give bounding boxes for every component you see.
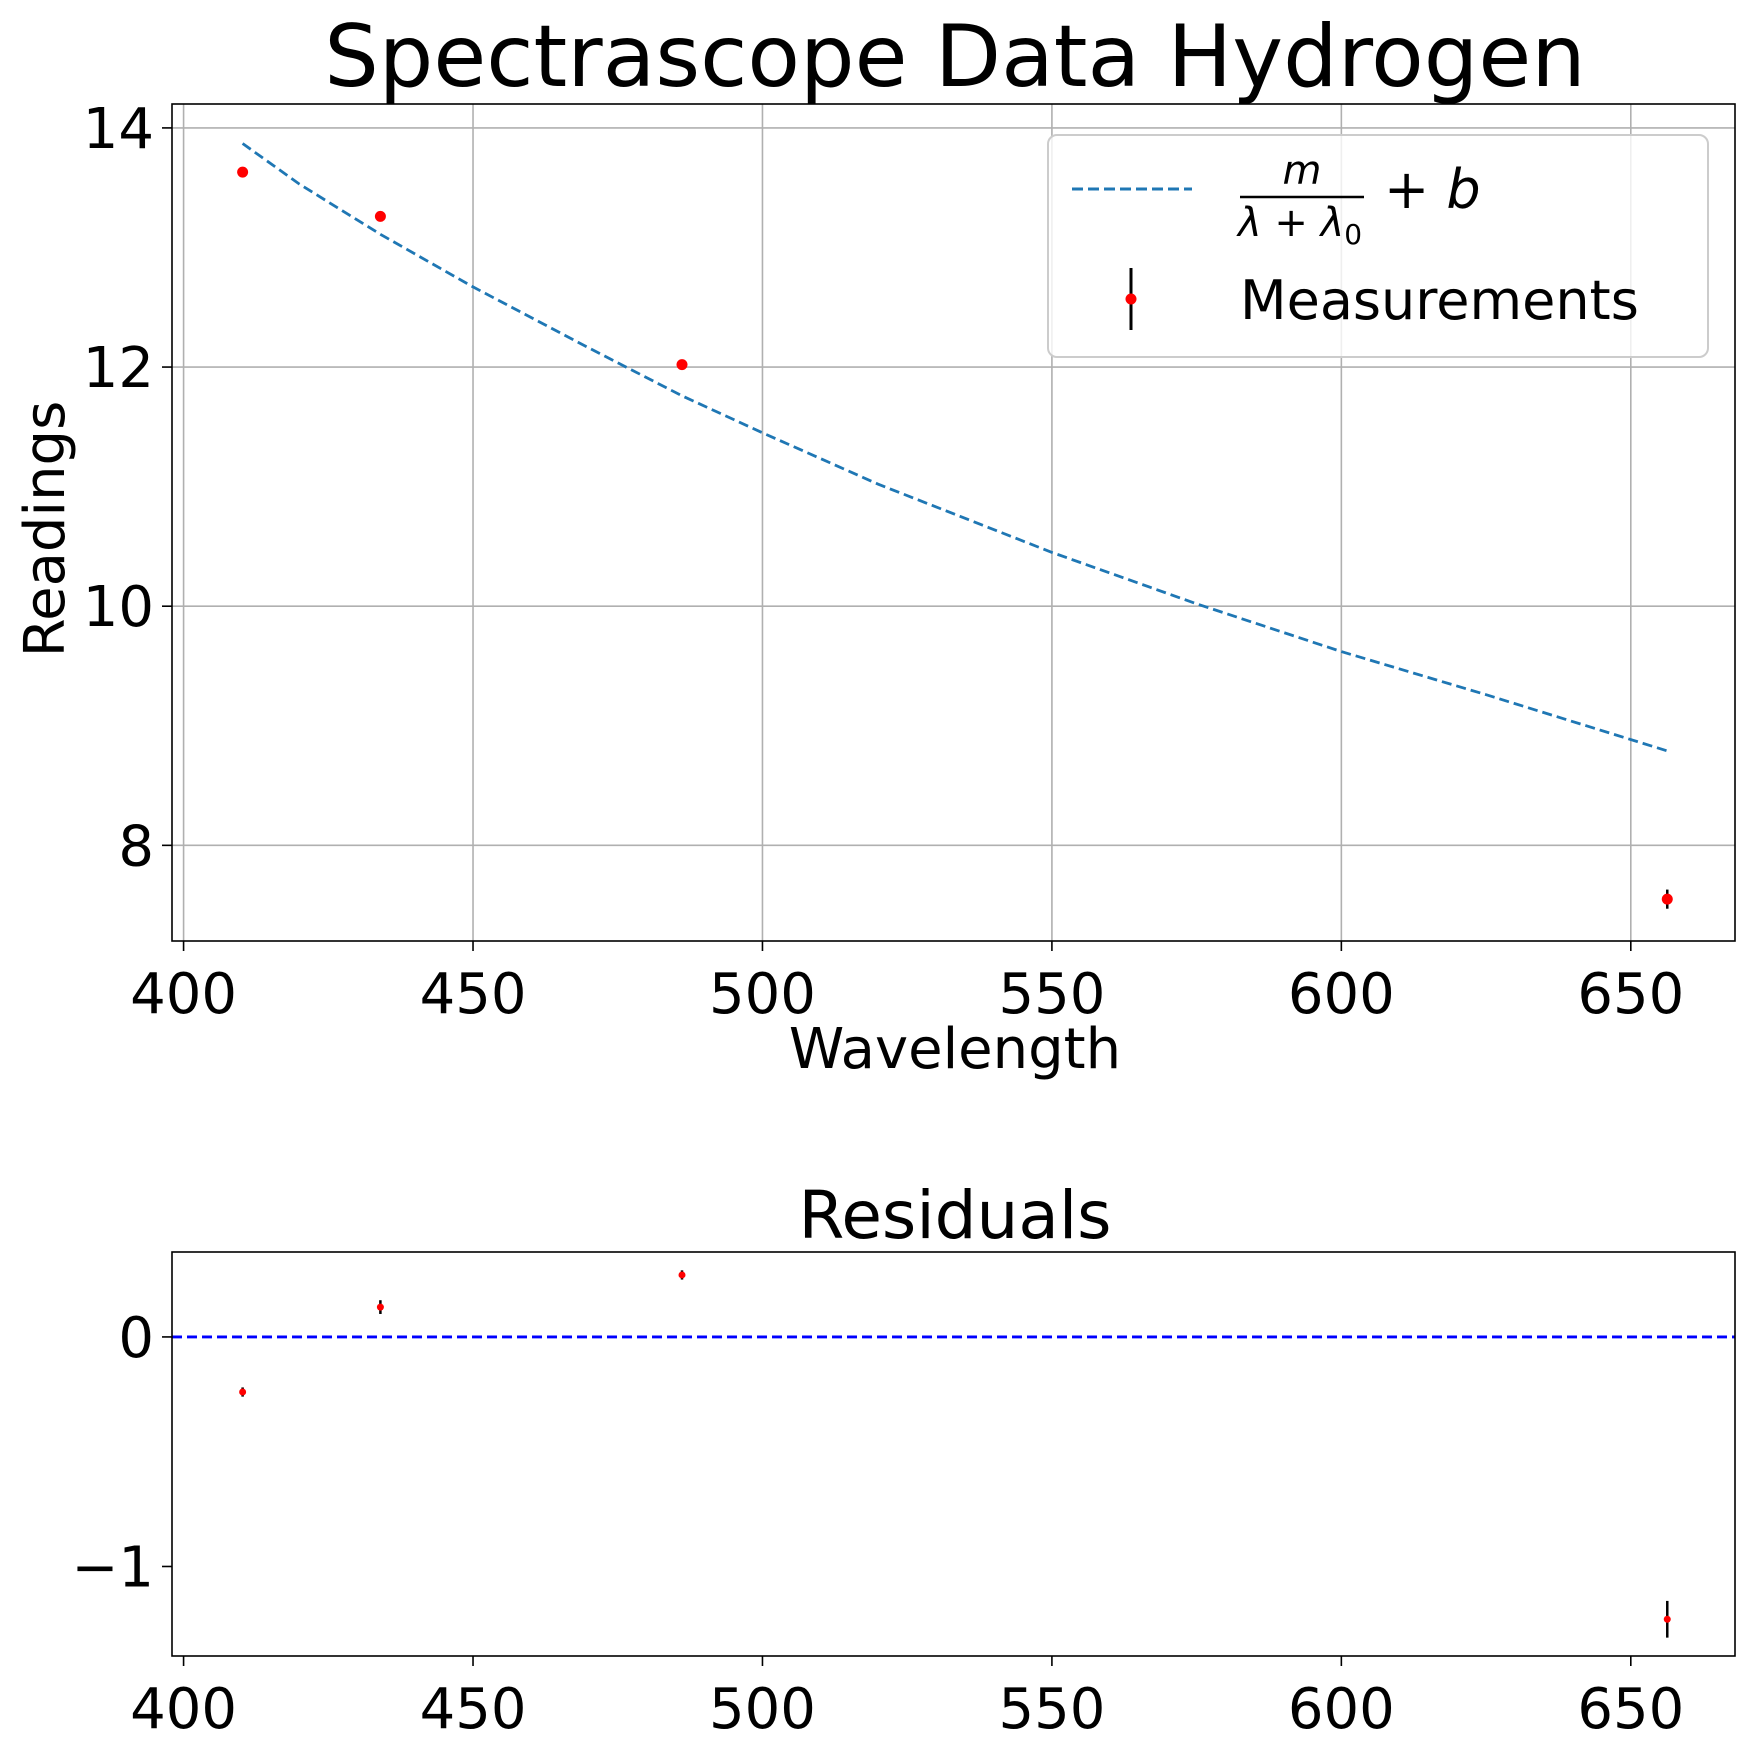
y-axis-ticks: 8 10 12 14 — [83, 97, 172, 879]
x-tick-label: 650 — [1577, 962, 1684, 1027]
x-tick-label: 450 — [420, 962, 527, 1027]
residuals-y-axis-ticks: −1 0 — [71, 1306, 172, 1600]
chart-title: Spectrascope Data Hydrogen — [324, 7, 1586, 107]
y-tick-label: 10 — [83, 575, 154, 640]
data-point — [237, 166, 249, 178]
x-tick-label: 500 — [709, 962, 816, 1027]
x-tick-label: 500 — [709, 1677, 816, 1742]
formula-denominator: λ + λ0 — [1236, 200, 1362, 251]
x-tick-label: 400 — [130, 962, 237, 1027]
data-point — [678, 1271, 686, 1279]
x-tick-label: 450 — [420, 1677, 527, 1742]
legend-marker-swatch — [1125, 293, 1137, 305]
x-tick-label: 650 — [1577, 1677, 1684, 1742]
fit-curve-series — [241, 142, 1668, 753]
residuals-plot: Residuals 400 450 500 550 600 650 −1 0 — [71, 1177, 1736, 1742]
residuals-plot-area-frame — [171, 1251, 1736, 1657]
residuals-title: Residuals — [798, 1177, 1111, 1254]
y-tick-label: 8 — [118, 814, 154, 879]
x-tick-label: 600 — [1288, 962, 1395, 1027]
residuals-x-axis-ticks: 400 450 500 550 600 650 — [130, 1656, 1684, 1742]
data-point — [374, 210, 386, 222]
data-point — [1663, 1615, 1671, 1623]
main-plot: Spectrascope Data Hydrogen 400 450 500 550 6… — [13, 7, 1736, 1082]
x-tick-label: 600 — [1288, 1677, 1395, 1742]
x-tick-label: 550 — [998, 1677, 1105, 1742]
data-point — [376, 1303, 384, 1311]
measurements-series — [237, 166, 1673, 909]
formula-suffix: + b — [1384, 158, 1481, 221]
x-tick-label: 550 — [998, 962, 1105, 1027]
y-tick-label: 14 — [83, 97, 154, 162]
x-axis-ticks: 400 450 500 550 600 650 — [130, 941, 1684, 1027]
y-tick-label: −1 — [71, 1535, 154, 1600]
data-point — [239, 1388, 247, 1396]
legend-measurements-label: Measurements — [1240, 269, 1639, 332]
plot-area-frame — [171, 103, 1736, 942]
formula-numerator: m — [1283, 148, 1322, 194]
x-axis-label: Wavelength — [789, 1017, 1121, 1082]
y-tick-label: 0 — [118, 1306, 154, 1371]
y-tick-label: 12 — [83, 336, 154, 401]
residual-points-series — [239, 1270, 1671, 1638]
data-point — [1661, 893, 1673, 905]
legend-fit-label: m λ + λ0 + b — [1236, 148, 1481, 251]
y-axis-label: Readings — [13, 401, 78, 657]
legend-box — [1047, 134, 1709, 358]
fit-curve-line — [241, 142, 1668, 753]
x-tick-label: 400 — [130, 1677, 237, 1742]
data-point — [676, 359, 688, 371]
legend: m λ + λ0 + b Measurements — [1047, 134, 1709, 358]
